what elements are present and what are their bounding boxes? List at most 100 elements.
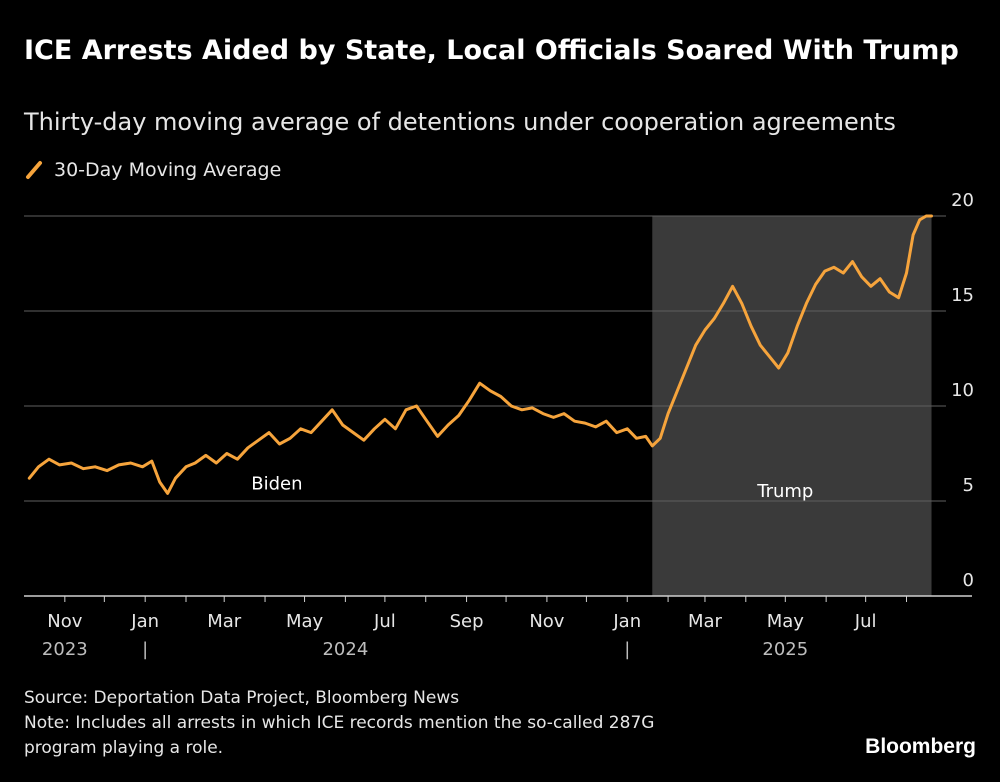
data-point — [667, 412, 670, 415]
source-text: Source: Deportation Data Project, Bloomb… — [24, 688, 460, 708]
x-tick-label-mar: Mar — [688, 611, 723, 632]
note-text-line-1: Note: Includes all arrests in which ICE … — [24, 713, 655, 733]
year-label-2025: 2025 — [762, 639, 808, 660]
footer: Source: Deportation Data Project, Bloomb… — [24, 686, 654, 761]
data-point — [552, 416, 555, 419]
data-point — [563, 412, 566, 415]
data-point — [905, 272, 908, 275]
data-point — [510, 405, 513, 408]
y-tick-label-10: 10 — [951, 380, 974, 401]
data-point — [257, 439, 260, 442]
data-point — [236, 458, 239, 461]
chart-title: ICE Arrests Aided by State, Local Offici… — [24, 35, 959, 66]
data-point — [786, 351, 789, 354]
data-point — [174, 477, 177, 480]
x-tick-label-jul: Jul — [373, 611, 396, 632]
data-point — [659, 437, 662, 440]
data-point — [105, 469, 108, 472]
data-point — [605, 420, 608, 423]
legend-line-swatch-icon — [26, 161, 42, 179]
data-point — [635, 437, 638, 440]
data-point — [225, 452, 228, 455]
x-tick-label-nov: Nov — [47, 611, 82, 632]
data-point — [651, 444, 654, 447]
legend: 30-Day Moving Average — [24, 157, 281, 183]
data-point — [426, 420, 429, 423]
data-point — [468, 399, 471, 402]
y-tick-label-20: 20 — [951, 190, 974, 211]
data-point — [37, 465, 40, 468]
data-point — [851, 260, 854, 263]
data-point — [394, 427, 397, 430]
data-point — [925, 215, 928, 218]
data-point — [48, 458, 51, 461]
data-point — [299, 427, 302, 430]
bloomberg-logo: Bloomberg — [865, 735, 976, 758]
data-point — [478, 382, 481, 385]
x-tick-label-jan: Jan — [130, 611, 159, 632]
data-point — [584, 422, 587, 425]
x-tick-label-mar: Mar — [207, 611, 242, 632]
data-point — [768, 355, 771, 358]
data-point — [888, 291, 891, 294]
data-point — [703, 329, 706, 332]
data-point — [352, 431, 355, 434]
region-label-trump: Trump — [756, 481, 813, 502]
data-point — [489, 389, 492, 392]
data-point — [626, 427, 629, 430]
year-separator: | — [624, 639, 630, 660]
chart-subtitle: Thirty-day moving average of detentions … — [24, 108, 896, 136]
data-point — [918, 218, 921, 221]
data-point — [573, 420, 576, 423]
data-point — [289, 437, 292, 440]
data-point — [777, 367, 780, 370]
data-point — [320, 420, 323, 423]
data-point — [246, 446, 249, 449]
y-tick-label-15: 15 — [951, 285, 974, 306]
data-point — [129, 462, 132, 465]
data-point — [457, 414, 460, 417]
data-point — [823, 270, 826, 273]
data-point — [879, 277, 882, 280]
data-point — [722, 302, 725, 305]
data-point — [805, 302, 808, 305]
year-label-2024: 2024 — [322, 639, 368, 660]
data-point — [373, 427, 376, 430]
data-point — [82, 467, 85, 470]
data-point — [447, 424, 450, 427]
data-point — [310, 431, 313, 434]
data-point — [912, 234, 915, 237]
data-point — [141, 465, 144, 468]
data-point — [520, 408, 523, 411]
data-point — [415, 405, 418, 408]
year-separator: | — [142, 639, 148, 660]
note-text-line-2: program playing a role. — [24, 738, 224, 758]
x-tick-label-jan: Jan — [612, 611, 641, 632]
data-point — [644, 435, 647, 438]
data-point — [731, 285, 734, 288]
series-line-30-day-moving-average — [27, 214, 933, 495]
data-point — [341, 424, 344, 427]
legend-label: 30-Day Moving Average — [54, 159, 282, 181]
data-point — [194, 462, 197, 465]
data-point — [860, 275, 863, 278]
data-point — [842, 272, 845, 275]
data-point — [615, 431, 618, 434]
data-point — [713, 317, 716, 320]
data-point — [267, 431, 270, 434]
data-point — [694, 344, 697, 347]
data-point — [404, 408, 407, 411]
data-point — [58, 463, 61, 466]
data-point — [897, 296, 900, 299]
region-label-biden: Biden — [251, 474, 302, 495]
year-label-2023: 2023 — [42, 639, 88, 660]
data-point — [676, 389, 679, 392]
data-point — [833, 266, 836, 269]
data-point — [185, 465, 188, 468]
data-point — [869, 285, 872, 288]
data-point — [796, 325, 799, 328]
data-point — [594, 425, 597, 428]
data-point — [383, 418, 386, 421]
data-point — [70, 462, 73, 465]
data-point — [531, 406, 534, 409]
